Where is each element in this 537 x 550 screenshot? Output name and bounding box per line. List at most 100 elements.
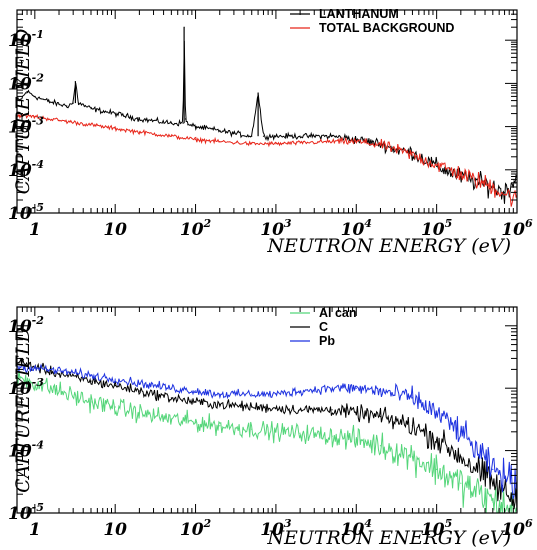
data-point (170, 387, 172, 389)
data-point (411, 154, 413, 156)
series-line-c (17, 357, 517, 513)
data-point (355, 412, 357, 414)
chart-panel-1: 1 10 102 103 104 105 106 10-5 10-4 10-3 10-2 10-1 NE… (8, 7, 533, 257)
data-point (251, 428, 253, 430)
data-point (299, 432, 301, 434)
data-point (58, 119, 60, 121)
data-point (275, 431, 277, 433)
data-point (299, 390, 301, 392)
data-point (219, 403, 221, 405)
x-tick-label: 106 (501, 517, 533, 540)
x-tick-label: 102 (180, 217, 212, 240)
x-tick-label: 10 (103, 520, 127, 540)
data-point (138, 412, 140, 414)
data-point (138, 390, 140, 392)
data-point (331, 141, 333, 143)
y-tick-label: 10-2 (8, 71, 44, 94)
data-point (436, 468, 438, 470)
data-point (275, 407, 277, 409)
data-point (379, 390, 382, 392)
data-point (58, 103, 60, 105)
data-point (379, 445, 382, 447)
data-point (90, 124, 92, 126)
x-axis-title: NEUTRON ENERGY (eV) (266, 527, 511, 549)
data-point (355, 439, 357, 441)
x-tick-label: 105 (421, 517, 452, 540)
data-point (394, 148, 396, 150)
data-point (138, 131, 140, 133)
data-point (34, 382, 36, 384)
series-line-total-background (17, 113, 517, 207)
x-tick-label: 102 (180, 517, 212, 540)
x-tick-label: 103 (260, 517, 292, 540)
series-line-pb (17, 363, 517, 500)
data-point (251, 406, 253, 408)
data-point (195, 139, 197, 141)
x-axis-title: NEUTRON ENERGY (eV) (266, 235, 511, 257)
data-point (19, 366, 21, 368)
data-point (460, 482, 462, 484)
data-point (219, 130, 221, 132)
data-point (411, 456, 413, 458)
data-point (58, 373, 60, 375)
x-tick-label: 1 (29, 520, 41, 540)
data-point (504, 191, 506, 193)
data-point (299, 142, 301, 144)
data-point (275, 143, 277, 145)
data-point (90, 401, 92, 403)
y-axis-title: CAPTURE YIELD (12, 29, 34, 195)
data-point (355, 139, 357, 141)
y-tick-label: 10-2 (8, 314, 44, 337)
data-point (379, 144, 382, 146)
x-tick-label: 10 (103, 220, 127, 240)
y-tick-label: 10-4 (8, 439, 44, 462)
data-point (114, 128, 116, 130)
data-point (379, 416, 382, 418)
legend-label: Pb (319, 334, 335, 348)
data-point (66, 105, 68, 107)
data-point (219, 141, 221, 143)
x-tick-label: 1 (29, 220, 41, 240)
data-point (299, 409, 301, 411)
data-point (436, 412, 438, 414)
data-point (436, 164, 438, 166)
data-point (355, 387, 357, 389)
data-point (184, 118, 187, 120)
series-line-al-can (17, 368, 517, 513)
data-point (170, 397, 172, 399)
data-point (58, 390, 60, 392)
data-point (331, 135, 333, 137)
data-point (90, 108, 92, 110)
data-point (48, 101, 50, 103)
data-point (251, 135, 253, 137)
data-point (195, 126, 197, 128)
data-point (331, 387, 333, 389)
data-point (492, 468, 494, 470)
data-point (19, 376, 21, 378)
data-point (251, 393, 253, 395)
x-tick-label: 104 (341, 517, 372, 540)
data-point (170, 135, 172, 137)
x-tick-label: 103 (260, 217, 292, 240)
data-point (313, 135, 315, 137)
data-point (138, 118, 140, 120)
data-point (78, 102, 80, 104)
x-tick-label: 105 (421, 217, 452, 240)
data-point (138, 382, 140, 384)
data-point (492, 501, 494, 503)
x-tick-label: 106 (501, 217, 533, 240)
data-point (219, 393, 221, 395)
data-point (19, 361, 21, 363)
data-point (331, 435, 333, 437)
y-tick-label: 10-3 (8, 115, 44, 138)
y-tick-label: 10-3 (8, 376, 44, 399)
plot-frame (16, 306, 518, 514)
data-point (411, 425, 413, 427)
data-point (275, 393, 277, 395)
data-point (114, 385, 116, 387)
data-point (170, 418, 172, 420)
data-point (90, 374, 92, 377)
chart-panel-2: 1 10 102 103 104 105 106 10-5 10-4 10-3 10-2 NEUTRO… (8, 306, 533, 549)
data-point (492, 482, 494, 484)
data-point (195, 390, 197, 392)
